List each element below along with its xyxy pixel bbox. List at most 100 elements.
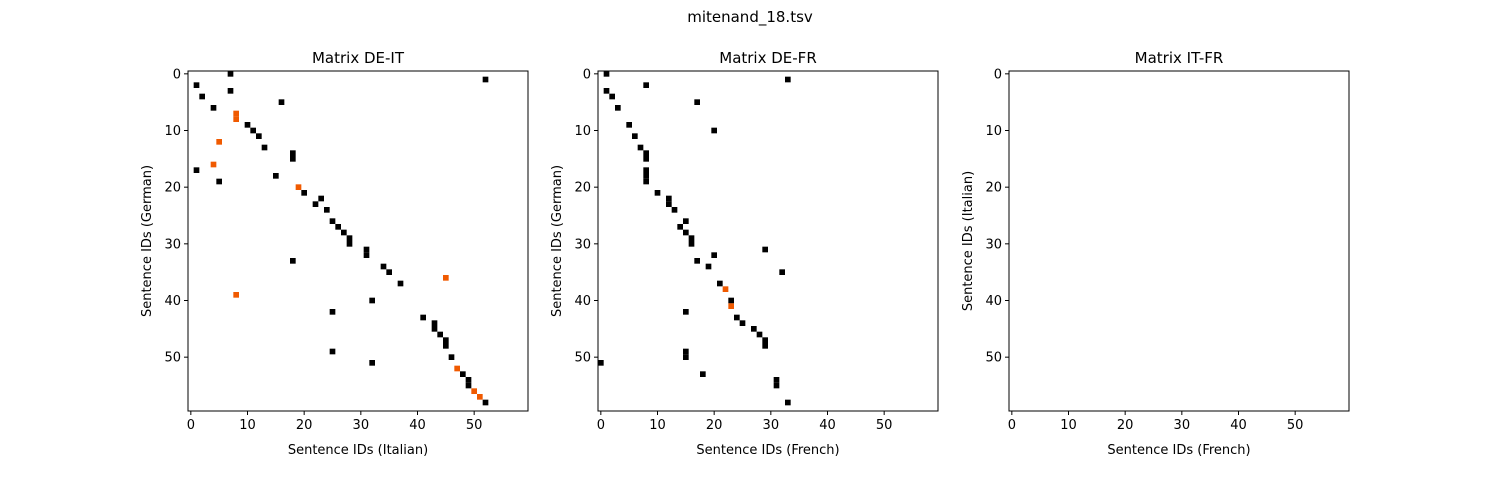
- matrix-cell: [643, 167, 649, 173]
- y-tick-label: 50: [164, 351, 181, 366]
- matrix-cell: [482, 76, 489, 83]
- matrix-cell: [318, 195, 324, 202]
- matrix-cell: [705, 263, 712, 270]
- matrix-cell: [477, 394, 483, 400]
- matrix-cell: [688, 235, 695, 241]
- matrix-cell: [694, 99, 700, 105]
- matrix-cell: [210, 105, 217, 111]
- x-tick-label: 50: [466, 418, 483, 433]
- y-tick-label: 30: [574, 237, 591, 252]
- matrix-cell: [632, 133, 638, 139]
- matrix-cell: [341, 229, 347, 236]
- x-axis-label: Sentence IDs (French): [1107, 443, 1250, 458]
- matrix-cell: [683, 218, 689, 224]
- matrix-cell: [278, 99, 285, 105]
- matrix-cell: [233, 110, 239, 117]
- y-axis-label: Sentence IDs (Italian): [961, 171, 976, 311]
- matrix-cell: [324, 207, 330, 213]
- x-tick-label: 10: [1060, 418, 1077, 433]
- matrix-cell: [454, 365, 460, 372]
- matrix-cell: [380, 263, 387, 270]
- x-axis-label: Sentence IDs (French): [696, 443, 839, 458]
- y-tick-label: 0: [173, 67, 181, 82]
- axis-ticks: 0 10 20 30 40 50 0 10 20 30 40 50: [574, 67, 892, 433]
- matrix-cell: [431, 320, 438, 326]
- matrix-cell: [256, 133, 262, 139]
- y-tick-label: 40: [164, 294, 181, 309]
- chart-it-fr: Matrix IT-FR 0 10 20 30 40 50 0 10 20 30 40 50 Sent…: [961, 49, 1350, 458]
- matrix-cell: [273, 173, 279, 179]
- matrix-cell: [335, 224, 341, 230]
- matrix-cell: [666, 201, 672, 207]
- matrix-cell: [443, 337, 449, 343]
- axis-ticks: 0 10 20 30 40 50 0 10 20 30 40 50: [985, 67, 1303, 433]
- matrix-cell: [626, 122, 632, 128]
- x-tick-label: 30: [353, 418, 370, 433]
- matrix-cell: [216, 139, 222, 145]
- axis-ticks: 0 10 20 30 40 50 0 10 20 30 40 50: [164, 67, 482, 433]
- matrix-cell: [261, 144, 268, 151]
- matrix-cell: [785, 399, 791, 406]
- matrix-cell: [193, 82, 200, 88]
- chart-title: Matrix DE-IT: [312, 49, 405, 67]
- matrix-cell: [603, 88, 610, 94]
- chart-de-fr: Matrix DE-FR 0 10 20 30 40 50 0 10 20 30 40 50 Sent…: [550, 49, 939, 458]
- x-tick-label: 40: [1230, 418, 1247, 433]
- matrix-cell: [233, 292, 239, 298]
- matrix-cell: [683, 348, 689, 355]
- matrix-cell: [643, 150, 649, 156]
- matrix-cell: [369, 297, 375, 304]
- matrix-cell: [244, 122, 251, 128]
- matrix-cell: [694, 258, 700, 264]
- matrix-cell: [448, 354, 455, 360]
- matrix-cell: [329, 309, 336, 315]
- y-tick-label: 50: [574, 351, 591, 366]
- x-tick-label: 10: [239, 418, 256, 433]
- y-tick-label: 20: [985, 181, 1002, 196]
- x-tick-label: 20: [296, 418, 313, 433]
- matrix-cell: [295, 184, 302, 190]
- matrix-cell: [773, 382, 780, 389]
- matrix-cell: [363, 246, 370, 253]
- matrix-cell: [643, 82, 649, 88]
- matrix-cell: [329, 348, 336, 355]
- x-tick-label: 20: [1117, 418, 1134, 433]
- matrix-cell: [677, 224, 683, 230]
- y-tick-label: 30: [985, 237, 1002, 252]
- y-tick-label: 10: [164, 124, 181, 139]
- x-tick-label: 40: [819, 418, 836, 433]
- matrix-cell: [443, 343, 449, 349]
- y-tick-label: 40: [985, 294, 1002, 309]
- matrix-cell: [290, 156, 296, 162]
- matrix-cell: [637, 144, 644, 151]
- matrix-cell: [437, 331, 443, 338]
- matrix-cell: [227, 71, 234, 77]
- plot-frame: [187, 70, 529, 412]
- matrix-cell: [666, 195, 672, 202]
- matrix-cell: [312, 201, 319, 207]
- matrix-cell: [290, 258, 296, 264]
- matrix-cell: [609, 93, 615, 100]
- matrix-cell: [193, 167, 200, 173]
- matrix-cell: [728, 297, 734, 304]
- matrix-cell: [598, 360, 604, 366]
- figure-title: mitenand_18.tsv: [687, 8, 813, 27]
- matrix-cell: [785, 76, 791, 83]
- matrix-cell: [739, 320, 746, 326]
- matrix-cell: [482, 399, 489, 406]
- x-tick-label: 50: [876, 418, 893, 433]
- y-tick-label: 50: [985, 351, 1002, 366]
- matrix-cell: [671, 207, 678, 213]
- matrix-cell: [711, 127, 717, 134]
- data-cells: [193, 71, 489, 406]
- matrix-cell: [722, 286, 729, 292]
- matrix-cell: [751, 326, 757, 332]
- matrix-cell: [734, 314, 740, 321]
- matrix-cell: [683, 309, 689, 315]
- matrix-cell: [728, 303, 734, 309]
- matrix-cell: [199, 93, 205, 100]
- y-axis-label: Sentence IDs (German): [140, 165, 155, 317]
- x-tick-label: 30: [763, 418, 780, 433]
- y-tick-label: 20: [164, 181, 181, 196]
